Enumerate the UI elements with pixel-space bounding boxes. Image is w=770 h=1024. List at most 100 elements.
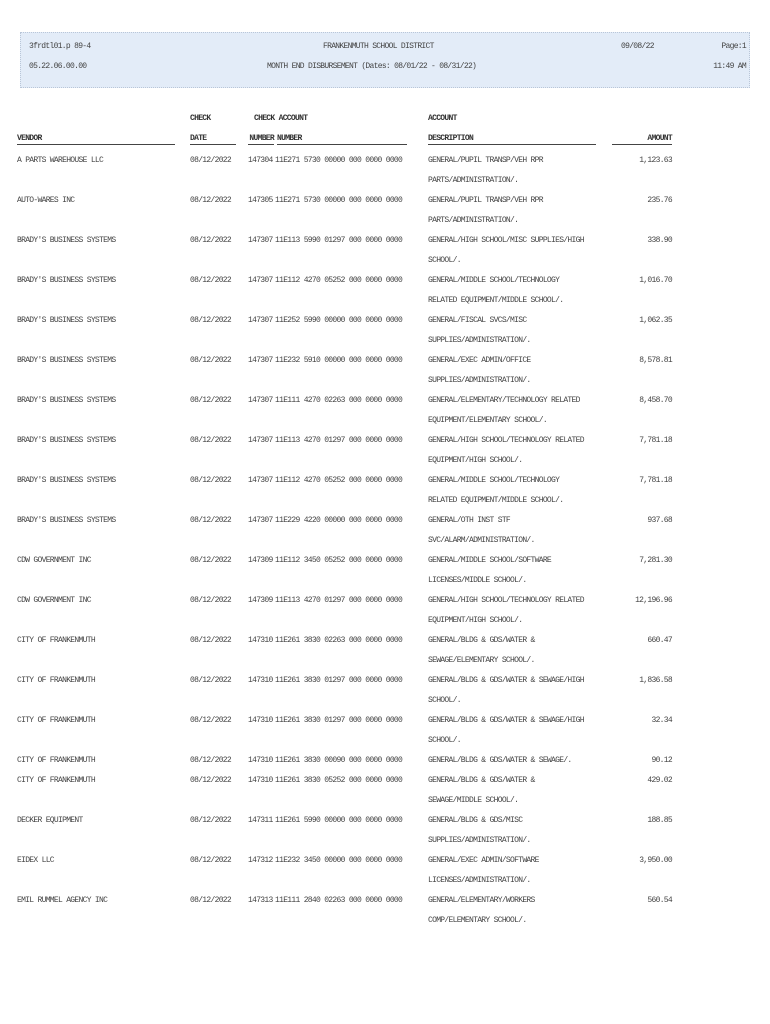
amount-cell: 12,196.96 — [635, 596, 673, 605]
row-line: CITY OF FRANKENMUTH 08/12/2022 147310 11E26… — [0, 631, 770, 651]
row-continuation: RELATED EQUIPMENT/MIDDLE SCHOOL/. — [0, 291, 770, 311]
account-number-cell: 11E261 3830 01297 000 0000 0000 — [275, 716, 403, 725]
account-number-cell: 11E112 4270 05252 000 0000 0000 — [275, 276, 403, 285]
account-number-cell: 11E271 5730 00000 000 0000 0000 — [275, 196, 403, 205]
account-number-cell: 11E111 2840 02263 000 0000 0000 — [275, 896, 403, 905]
description-cell: GENERAL/HIGH SCHOOL/MISC SUPPLIES/HIGH — [428, 236, 585, 245]
amount-cell: 1,836.58 — [639, 676, 673, 685]
date-cell: 08/12/2022 — [190, 716, 232, 725]
report-header: 3frdtl01.p 89-4 05.22.06.00.00 FRANKENMU… — [20, 32, 750, 88]
account-number-cell: 11E232 5910 00000 000 0000 0000 — [275, 356, 403, 365]
row-continuation: SCHOOL/. — [0, 251, 770, 271]
page-number: Page:1 — [721, 42, 746, 51]
date-cell: 08/12/2022 — [190, 236, 232, 245]
check-number-cell: 147309 — [248, 556, 273, 565]
vendor-cell: BRADY'S BUSINESS SYSTEMS — [17, 356, 116, 365]
col-vendor: VENDOR — [17, 134, 175, 145]
row-line: BRADY'S BUSINESS SYSTEMS 08/12/2022 147307… — [0, 311, 770, 331]
account-number-cell: 11E261 3830 02263 000 0000 0000 — [275, 636, 403, 645]
row-continuation: EQUIPMENT/ELEMENTARY SCHOOL/. — [0, 411, 770, 431]
amount-cell: 560.54 — [647, 896, 672, 905]
check-number-cell: 147305 — [248, 196, 273, 205]
table-row: BRADY'S BUSINESS SYSTEMS 08/12/2022 147307… — [0, 431, 770, 471]
amount-cell: 338.90 — [647, 236, 672, 245]
amount-cell: 7,781.18 — [639, 436, 673, 445]
report-title: MONTH END DISBURSEMENT (Dates: 08/01/22 … — [267, 62, 477, 71]
description-cell: GENERAL/HIGH SCHOOL/TECHNOLOGY RELATED — [428, 596, 585, 605]
table-row: AUTO-WARES INC 08/12/2022 147305 11E271 573… — [0, 191, 770, 231]
vendor-cell: AUTO-WARES INC — [17, 196, 75, 205]
date-cell: 08/12/2022 — [190, 676, 232, 685]
description-cell: SEWAGE/ELEMENTARY SCHOOL/. — [428, 656, 535, 665]
check-number-cell: 147307 — [248, 396, 273, 405]
row-line: CITY OF FRANKENMUTH 08/12/2022 147310 11E26… — [0, 671, 770, 691]
date-cell: 08/12/2022 — [190, 556, 232, 565]
table-row: CITY OF FRANKENMUTH 08/12/2022 147310 11E26… — [0, 671, 770, 711]
description-cell: GENERAL/BLDG & GDS/WATER & SEWAGE/. — [428, 756, 572, 765]
row-line: AUTO-WARES INC 08/12/2022 147305 11E271 573… — [0, 191, 770, 211]
description-cell: GENERAL/BLDG & GDS/MISC — [428, 816, 523, 825]
row-continuation: PARTS/ADMINISTRATION/. — [0, 171, 770, 191]
run-time: 11:49 AM — [713, 62, 747, 71]
date-cell: 08/12/2022 — [190, 476, 232, 485]
check-number-cell: 147307 — [248, 516, 273, 525]
col-check-number: NUMBER — [248, 134, 275, 145]
amount-cell: 429.02 — [647, 776, 672, 785]
vendor-cell: CDW GOVERNMENT INC — [17, 556, 92, 565]
row-line: BRADY'S BUSINESS SYSTEMS 08/12/2022 147307… — [0, 231, 770, 251]
check-number-cell: 147307 — [248, 476, 273, 485]
amount-cell: 8,458.70 — [639, 396, 673, 405]
amount-cell: 188.85 — [647, 816, 672, 825]
description-cell: SVC/ALARM/ADMINISTRATION/. — [428, 536, 535, 545]
row-line: BRADY'S BUSINESS SYSTEMS 08/12/2022 147307… — [0, 391, 770, 411]
date-cell: 08/12/2022 — [190, 856, 232, 865]
row-line: CDW GOVERNMENT INC 08/12/2022 147309 11E113… — [0, 591, 770, 611]
date-cell: 08/12/2022 — [190, 436, 232, 445]
row-line: CITY OF FRANKENMUTH 08/12/2022 147310 11E26… — [0, 771, 770, 791]
vendor-cell: BRADY'S BUSINESS SYSTEMS — [17, 316, 116, 325]
description-cell: SUPPLIES/ADMINISTRATION/. — [428, 836, 531, 845]
amount-cell: 3,950.00 — [639, 856, 673, 865]
check-number-cell: 147307 — [248, 276, 273, 285]
amount-cell: 235.76 — [647, 196, 672, 205]
description-cell: COMP/ELEMENTARY SCHOOL/. — [428, 916, 527, 925]
amount-cell: 7,281.30 — [639, 556, 673, 565]
row-line: BRADY'S BUSINESS SYSTEMS 08/12/2022 147307… — [0, 351, 770, 371]
check-number-cell: 147307 — [248, 316, 273, 325]
description-cell: GENERAL/EXEC ADMIN/OFFICE — [428, 356, 531, 365]
table-row: BRADY'S BUSINESS SYSTEMS 08/12/2022 147307… — [0, 391, 770, 431]
account-number-cell: 11E252 5990 00000 000 0000 0000 — [275, 316, 403, 325]
description-cell: GENERAL/MIDDLE SCHOOL/SOFTWARE — [428, 556, 552, 565]
description-cell: SUPPLIES/ADMINISTRATION/. — [428, 376, 531, 385]
description-cell: SCHOOL/. — [428, 736, 462, 745]
vendor-cell: EMIL RUMMEL AGENCY INC — [17, 896, 108, 905]
check-number-cell: 147310 — [248, 676, 273, 685]
amount-cell: 660.47 — [647, 636, 672, 645]
col-amount: AMOUNT — [612, 134, 673, 145]
version: 05.22.06.00.00 — [29, 62, 87, 71]
vendor-cell: BRADY'S BUSINESS SYSTEMS — [17, 476, 116, 485]
description-cell: GENERAL/EXEC ADMIN/SOFTWARE — [428, 856, 539, 865]
table-row: BRADY'S BUSINESS SYSTEMS 08/12/2022 147307… — [0, 471, 770, 511]
row-continuation: RELATED EQUIPMENT/MIDDLE SCHOOL/. — [0, 491, 770, 511]
account-number-cell: 11E271 5730 00000 000 0000 0000 — [275, 156, 403, 165]
district-name: FRANKENMUTH SCHOOL DISTRICT — [323, 42, 434, 51]
description-cell: SEWAGE/MIDDLE SCHOOL/. — [428, 796, 519, 805]
account-number-cell: 11E232 3450 00000 000 0000 0000 — [275, 856, 403, 865]
account-number-cell: 11E113 4270 01297 000 0000 0000 — [275, 596, 403, 605]
table-row: A PARTS WAREHOUSE LLC 08/12/2022 147304 11E… — [0, 151, 770, 191]
row-continuation: LICENSES/MIDDLE SCHOOL/. — [0, 571, 770, 591]
account-number-cell: 11E113 4270 01297 000 0000 0000 — [275, 436, 403, 445]
account-number-cell: 11E112 4270 05252 000 0000 0000 — [275, 476, 403, 485]
date-cell: 08/12/2022 — [190, 896, 232, 905]
description-cell: EQUIPMENT/HIGH SCHOOL/. — [428, 456, 523, 465]
table-row: CITY OF FRANKENMUTH 08/12/2022 147310 11E26… — [0, 771, 770, 811]
date-cell: 08/12/2022 — [190, 316, 232, 325]
row-continuation: EQUIPMENT/HIGH SCHOOL/. — [0, 611, 770, 631]
row-line: EIDEX LLC 08/12/2022 147312 11E232 3450 000… — [0, 851, 770, 871]
description-cell: EQUIPMENT/ELEMENTARY SCHOOL/. — [428, 416, 548, 425]
account-number-cell: 11E261 3830 05252 000 0000 0000 — [275, 776, 403, 785]
row-continuation: PARTS/ADMINISTRATION/. — [0, 211, 770, 231]
row-continuation: SEWAGE/ELEMENTARY SCHOOL/. — [0, 651, 770, 671]
amount-cell: 7,781.18 — [639, 476, 673, 485]
